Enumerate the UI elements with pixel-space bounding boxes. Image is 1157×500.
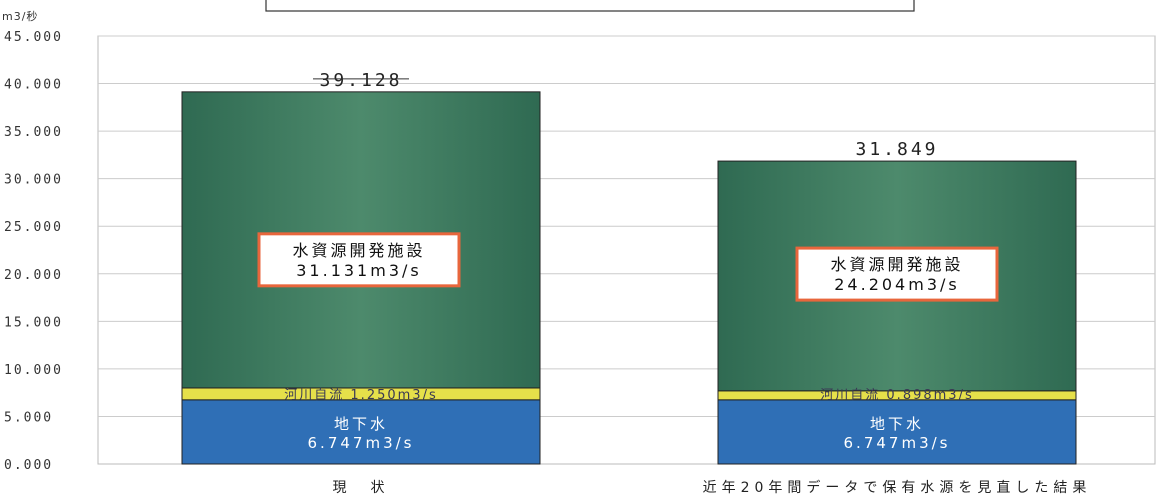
- y-tick-labels: 0.000 5.000 10.000 15.000 20.000 25.000 30.000…: [4, 30, 63, 473]
- y-tick-label: 15.000: [4, 315, 63, 330]
- y-tick-label: 0.000: [4, 458, 53, 473]
- y-tick-label: 20.000: [4, 268, 63, 283]
- groundwater-label: 地下水: [334, 415, 388, 433]
- facilities-label-box: [257, 232, 461, 288]
- groundwater-value: 6.747m3/s: [308, 434, 415, 452]
- river-label: 河川自流 0.898m3/s: [820, 388, 973, 403]
- y-tick-label: 40.000: [4, 78, 63, 93]
- facilities-value: 31.131m3/s: [296, 261, 421, 280]
- x-category-labels: 現 状 近年20年間データで保有水源を見直した結果: [333, 479, 1092, 496]
- y-tick-label: 10.000: [4, 363, 63, 378]
- river-label: 河川自流 1.250m3/s: [284, 388, 437, 403]
- bar-segment-groundwater: [181, 399, 541, 465]
- facilities-label-box: [795, 246, 999, 302]
- y-tick-label: 30.000: [4, 173, 63, 188]
- bars: [181, 91, 1077, 465]
- facilities-value: 24.204m3/s: [834, 275, 959, 294]
- bar-total-label: 39.128: [319, 70, 402, 91]
- x-category-label: 現 状: [333, 480, 390, 496]
- facilities-label: 水資源開発施設: [292, 241, 425, 260]
- y-axis-unit: m3/秒: [2, 9, 38, 23]
- bar-segment-groundwater: [717, 399, 1077, 465]
- y-tick-label: 35.000: [4, 125, 63, 140]
- title-box: [265, 0, 915, 12]
- facilities-label: 水資源開発施設: [830, 255, 963, 274]
- x-category-label: 近年20年間データで保有水源を見直した結果: [703, 479, 1092, 496]
- groundwater-value: 6.747m3/s: [844, 434, 951, 452]
- groundwater-label: 地下水: [870, 415, 924, 433]
- y-tick-label: 5.000: [4, 410, 53, 425]
- y-tick-label: 45.000: [4, 30, 63, 45]
- bar-total-label: 31.849: [855, 139, 938, 160]
- y-tick-label: 25.000: [4, 220, 63, 235]
